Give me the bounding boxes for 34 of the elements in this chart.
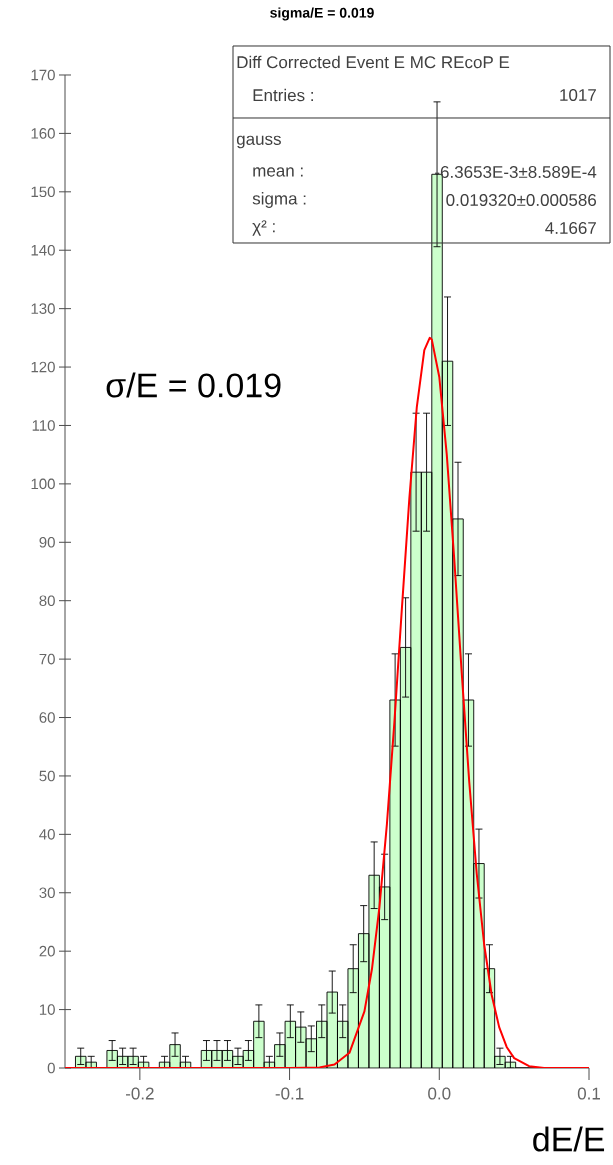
annotation: Entries : <box>253 88 313 102</box>
y-tick-label: 60 <box>39 712 55 723</box>
x-axis-title: dE/E <box>533 1126 605 1152</box>
y-tick-label: 0 <box>47 1062 55 1074</box>
x-tick-label: 0.1 <box>577 1087 600 1100</box>
y-tick-label: 170 <box>31 69 55 81</box>
y-tick-label: 80 <box>39 595 55 607</box>
chart-title: sigma/E = 0.019 <box>270 7 374 21</box>
x-tick-label: -0.1 <box>275 1087 304 1100</box>
x-tick-label: 0.0 <box>428 1087 451 1100</box>
y-tick-label: 130 <box>31 303 55 314</box>
y-tick-label: 30 <box>39 887 55 899</box>
y-tick-label: 120 <box>31 361 55 373</box>
text: Diff Corrected Event E MC REcoP E <box>237 55 510 69</box>
annotation: 0.019320±0.000586 <box>446 193 597 207</box>
y-tick-label: 150 <box>31 186 55 198</box>
y-tick-label: 50 <box>39 770 55 782</box>
annotation: mean : <box>253 167 303 177</box>
y-tick-label: 100 <box>31 478 55 490</box>
y-tick-label: 110 <box>32 420 55 431</box>
y-tick-label: 90 <box>39 536 55 548</box>
annotation: χ² : <box>252 220 275 236</box>
annotation: 4.1667 <box>545 221 596 235</box>
y-tick-label: 160 <box>31 128 55 139</box>
annotation: σ/E = 0.019 <box>106 372 281 398</box>
y-tick-label: 10 <box>39 1004 55 1015</box>
y-tick-label: 40 <box>39 829 55 840</box>
y-tick-label: 20 <box>39 945 55 957</box>
y-tick-label: 70 <box>39 653 55 665</box>
x-tick-label: -0.2 <box>125 1087 154 1100</box>
annotation: 1017 <box>560 88 596 102</box>
annotation: gauss <box>236 135 281 149</box>
annotation: sigma : <box>252 192 306 208</box>
y-tick-label: 140 <box>31 244 55 256</box>
